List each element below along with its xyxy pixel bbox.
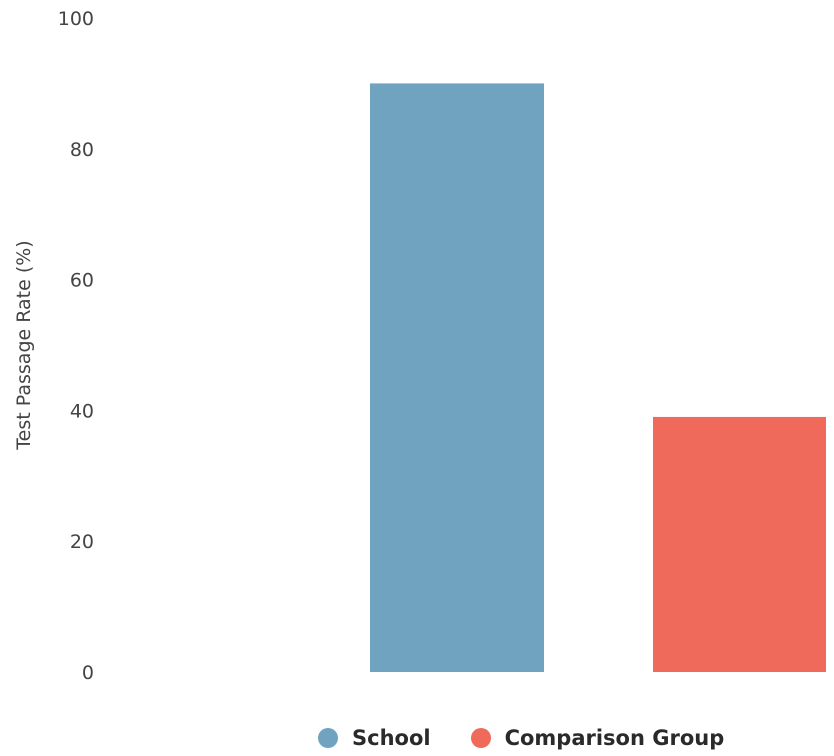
y-tick-label-20: 20 (70, 531, 94, 553)
bar-chart: 0 20 40 60 80 100 Test Passage Rate (%) (13, 8, 826, 684)
y-tick-label-100: 100 (58, 8, 94, 30)
legend-item-comparison-group[interactable]: Comparison Group (470, 726, 725, 750)
y-axis-title: Test Passage Rate (%) (13, 240, 35, 450)
y-tick-label-40: 40 (70, 400, 94, 422)
legend-comparison-label: Comparison Group (504, 726, 725, 750)
legend: School Comparison Group (318, 726, 724, 750)
legend-school-dot-icon (318, 728, 338, 748)
bars (370, 83, 826, 672)
y-axis-ticks: 0 20 40 60 80 100 (58, 8, 94, 684)
bar-school (370, 83, 544, 672)
legend-item-school[interactable]: School (318, 726, 431, 750)
legend-school-label: School (352, 726, 431, 750)
y-tick-label-0: 0 (82, 662, 94, 684)
y-tick-label-60: 60 (70, 270, 94, 292)
y-tick-label-80: 80 (70, 139, 94, 161)
bar-comparison-group (653, 416, 826, 672)
legend-comparison-dot-icon (470, 728, 491, 748)
